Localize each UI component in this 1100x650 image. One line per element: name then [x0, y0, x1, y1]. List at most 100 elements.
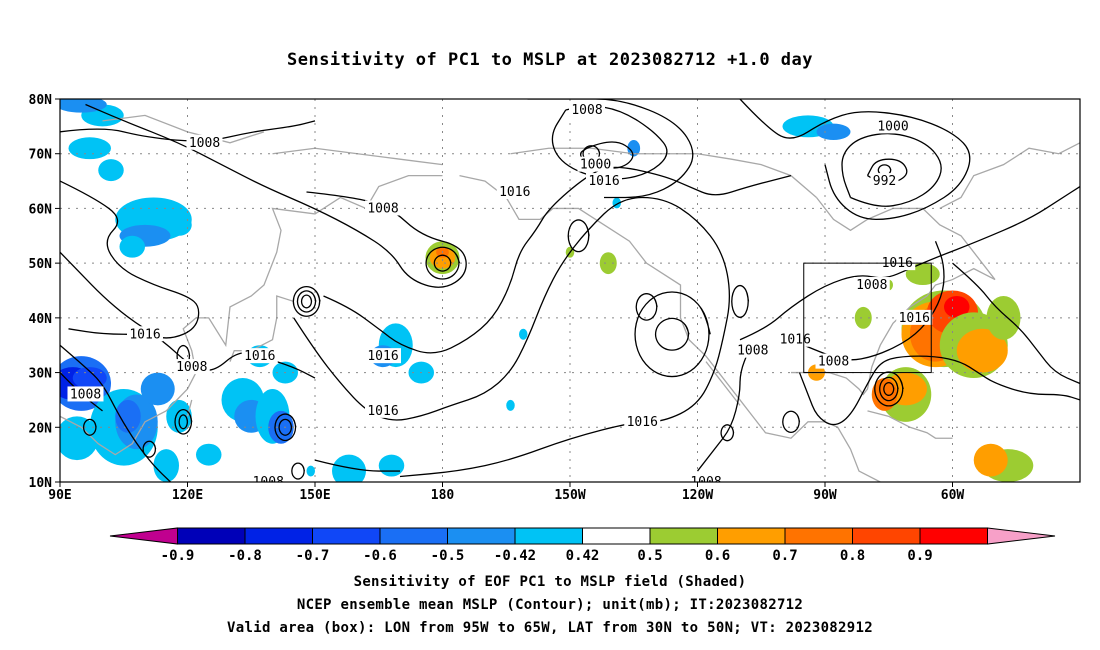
- valid-area-box: [803, 262, 932, 374]
- colorbar-cell: [582, 527, 651, 545]
- map-axes: 90E 120E 150E 180 150W 120W 90W 60W 80N 70N 60N 50N…: [29, 93, 965, 503]
- lon-tick-label: 120E: [172, 488, 203, 503]
- sensitivity-patch: [140, 372, 175, 406]
- isobar-closed: [142, 440, 157, 458]
- coastline: [459, 174, 881, 482]
- contour-label: 1008: [367, 201, 398, 216]
- lon-tick-label: 150E: [299, 488, 330, 503]
- isobar-closed: [178, 414, 189, 430]
- coastline: [186, 399, 193, 417]
- isobar: [798, 355, 1080, 426]
- lat-tick-label: 40N: [29, 312, 53, 327]
- contour-label-bg: [496, 184, 533, 200]
- contour-label-bg: [241, 348, 278, 364]
- contour-label: 1016: [627, 415, 658, 430]
- isobar: [60, 344, 171, 482]
- contour-label-bg: [67, 386, 104, 402]
- isobar-closed: [296, 290, 317, 313]
- contour-label: 1008: [253, 475, 284, 490]
- colorbar-label: -0.8: [228, 548, 262, 564]
- isobar-closed: [278, 418, 293, 436]
- sensitivity-patch: [816, 123, 851, 141]
- colorbar-cell: [514, 527, 583, 545]
- lat-tick-label: 80N: [29, 93, 53, 108]
- lon-tick-label: 90W: [813, 488, 837, 503]
- colorbar-label: -0.42: [494, 548, 536, 564]
- contour-label: 1016: [780, 333, 811, 348]
- contour-label: 1000: [580, 158, 611, 173]
- sensitivity-patch: [68, 137, 111, 160]
- lat-tick-label: 30N: [29, 367, 53, 382]
- colorbar-label: -0.7: [296, 548, 330, 564]
- coastline: [705, 361, 741, 406]
- colorbar-label: 0.8: [840, 548, 865, 564]
- sensitivity-patch: [944, 295, 970, 318]
- isobar: [551, 105, 668, 180]
- isobar-closed: [654, 317, 690, 351]
- plot-area: 1008 1016 1016 1008 1008 1008 1016 1016 1008 1016…: [60, 99, 1080, 490]
- colorbar-label: 0.5: [637, 548, 662, 564]
- isobar: [952, 262, 1080, 385]
- isobar-closed: [877, 164, 892, 177]
- coastline: [510, 147, 817, 198]
- colorbar-cell: [379, 527, 448, 545]
- contour-label-bg: [875, 118, 911, 134]
- lat-tick-label: 60N: [29, 202, 53, 217]
- sensitivity-patch: [854, 306, 872, 329]
- isobar-closed: [292, 285, 321, 317]
- sensitivity-patch: [871, 378, 898, 411]
- isobar-closed: [567, 219, 590, 253]
- isobar-closed: [433, 254, 452, 272]
- sensitivity-patch: [973, 443, 1008, 477]
- isobar: [739, 185, 1080, 341]
- colorbar-cell: [177, 527, 246, 545]
- colorbar-left-arrow: [109, 527, 178, 545]
- contour-label: 1016: [367, 349, 398, 364]
- contour-label-bg: [577, 156, 614, 172]
- colorbar-label: -0.9: [161, 548, 195, 564]
- lat-tick-label: 20N: [29, 421, 53, 436]
- colorbar-label: 0.6: [705, 548, 730, 564]
- sensitivity-patch: [599, 252, 617, 275]
- sensitivity-patch: [153, 449, 179, 482]
- isobar-closed: [174, 409, 193, 435]
- lon-tick-label: 90E: [48, 488, 71, 503]
- contour-label-bg: [896, 309, 933, 325]
- contour-label-bg: [586, 173, 622, 189]
- contour-label: 1008: [690, 475, 721, 490]
- isobar: [739, 99, 971, 221]
- lon-tick-label: 180: [431, 488, 455, 503]
- sensitivity-patch: [268, 410, 294, 444]
- contour-label: 1008: [737, 344, 768, 359]
- sensitivity-patch: [119, 235, 145, 258]
- colorbar-label: 0.42: [566, 548, 600, 564]
- isobar-closed: [291, 462, 306, 480]
- sensitivity-patch: [115, 399, 141, 433]
- isobar-closed: [731, 284, 750, 318]
- caption-line-1: Sensitivity of EOF PC1 to MSLP field (Sh…: [353, 574, 747, 590]
- isobar-closed: [720, 424, 735, 442]
- coastline: [272, 147, 443, 166]
- caption-line-2: NCEP ensemble mean MSLP (Contour); unit(…: [296, 597, 804, 613]
- contour-label-bg: [250, 474, 287, 482]
- coastline: [939, 142, 1080, 210]
- contour-label: 1008: [818, 355, 849, 370]
- isobar-closed: [82, 418, 97, 436]
- map-title: Sensitivity of PC1 to MSLP at 2023082712…: [286, 50, 813, 70]
- colorbar-cell: [784, 527, 853, 545]
- colorbar-label: 0.7: [772, 548, 797, 564]
- colorbar-right-arrow: [987, 527, 1056, 545]
- isobar-closed: [274, 413, 297, 442]
- colorbar-cell: [919, 527, 988, 545]
- contour-label: 1008: [856, 278, 887, 293]
- contour-label: 1016: [367, 404, 398, 419]
- contour-label-bg: [173, 359, 210, 375]
- contour-label: 1008: [70, 387, 101, 402]
- sensitivity-patch: [519, 328, 528, 340]
- lon-tick-label: 60W: [941, 488, 965, 503]
- colorbar-label: -0.5: [431, 548, 465, 564]
- isobar-closed: [300, 294, 313, 309]
- lat-tick-label: 50N: [29, 257, 53, 272]
- coastline: [102, 114, 265, 144]
